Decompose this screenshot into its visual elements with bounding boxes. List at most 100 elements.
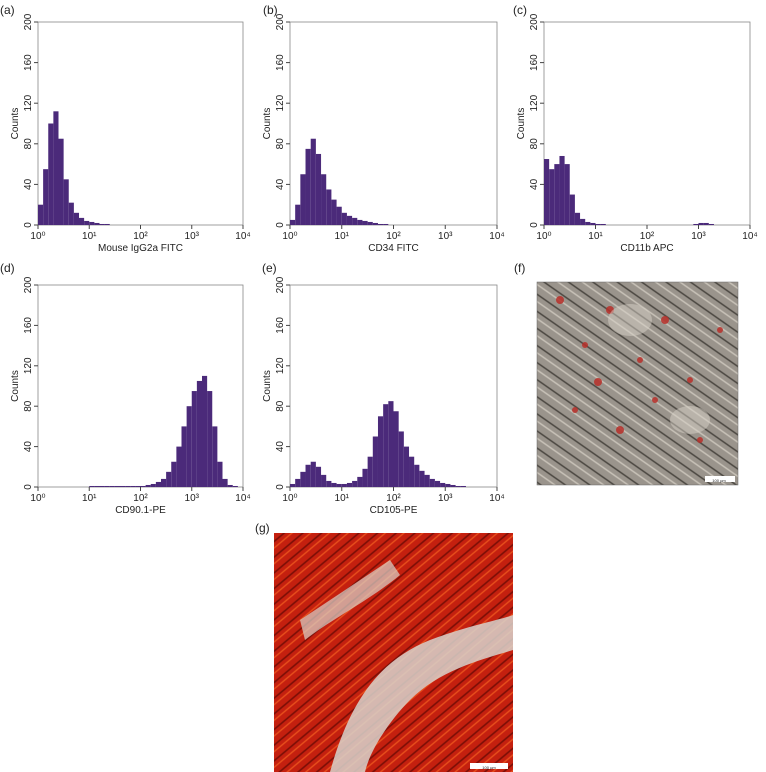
- histogram-bar: [698, 222, 704, 225]
- histogram-bar: [305, 464, 311, 487]
- x-axis-label: CD105-PE: [370, 505, 418, 516]
- histogram-bar: [331, 199, 337, 225]
- histogram-bar: [79, 217, 85, 225]
- y-tick-label: 0: [23, 222, 34, 228]
- histogram-bar: [140, 485, 146, 487]
- y-tick-label: 160: [23, 54, 34, 71]
- histogram-bar: [600, 223, 606, 225]
- histogram-bar: [544, 159, 550, 225]
- histogram-bar: [549, 169, 555, 225]
- histogram-bar: [708, 223, 714, 225]
- histogram-bar: [377, 416, 384, 487]
- panel-label: (c): [513, 3, 527, 17]
- histogram-bar: [357, 476, 363, 487]
- histogram-bar: [429, 478, 435, 487]
- panel-label: (b): [263, 3, 278, 17]
- x-tick-label: 10⁴: [235, 231, 250, 242]
- histogram-bar: [341, 212, 347, 225]
- x-tick-label: 10³: [185, 231, 200, 242]
- histogram-bar: [357, 219, 363, 225]
- histogram-bar: [196, 380, 203, 487]
- histogram-bar: [564, 164, 570, 225]
- histogram-bar: [383, 223, 389, 225]
- y-tick-label: 200: [275, 13, 286, 30]
- panel-label: (e): [262, 261, 277, 275]
- histogram-bar: [217, 461, 223, 487]
- scale-bar-label: 100 µm: [712, 478, 726, 483]
- histogram-bar: [125, 485, 131, 487]
- histogram-bar: [145, 484, 151, 487]
- histogram-bar: [341, 483, 347, 487]
- x-tick-label: 10²: [640, 231, 655, 242]
- histogram-bar: [595, 223, 601, 225]
- y-tick-label: 40: [23, 178, 34, 190]
- histogram-bar: [580, 218, 586, 225]
- histogram-bar: [135, 485, 141, 487]
- panel-label: (f): [514, 261, 525, 275]
- histogram-bar: [372, 222, 378, 225]
- y-tick-label: 120: [23, 357, 34, 374]
- x-axis-label: CD90.1-PE: [115, 505, 166, 516]
- histogram-bar: [310, 461, 316, 487]
- histogram-bar: [326, 480, 332, 487]
- histogram-bar: [161, 478, 167, 487]
- histogram-bar: [300, 471, 306, 487]
- x-tick-label: 10⁴: [489, 231, 504, 242]
- y-axis-label: Counts: [262, 108, 273, 140]
- histogram-bar: [119, 485, 126, 487]
- y-tick-label: 0: [275, 222, 286, 228]
- histogram-bar: [321, 474, 327, 487]
- histogram-bar: [403, 446, 410, 487]
- histogram-bar: [362, 220, 368, 225]
- histogram-bar: [290, 219, 296, 225]
- histogram-bar: [362, 468, 368, 487]
- y-tick-label: 80: [275, 138, 286, 150]
- histogram-bar: [53, 111, 59, 225]
- x-tick-label: 10⁰: [30, 231, 45, 242]
- x-tick-label: 10⁴: [489, 493, 504, 504]
- image-f: [536, 281, 739, 486]
- y-tick-label: 0: [275, 484, 286, 490]
- histogram-bar: [315, 466, 322, 487]
- histogram-bar: [419, 470, 425, 487]
- x-tick-label: 10³: [438, 231, 453, 242]
- panel-label: (d): [0, 261, 15, 275]
- histogram-bar: [315, 153, 322, 225]
- histogram-bar: [367, 221, 373, 225]
- histogram-bar: [68, 202, 74, 225]
- panel-label: (a): [0, 3, 15, 17]
- histogram-bar: [295, 478, 301, 487]
- x-axis-label: CD11b APC: [620, 243, 673, 254]
- histogram-bar: [94, 222, 100, 225]
- histogram-bar: [104, 485, 110, 487]
- y-tick-label: 80: [529, 138, 540, 150]
- y-tick-label: 0: [23, 484, 34, 490]
- histogram-bar: [171, 461, 177, 487]
- histogram-bar: [377, 223, 384, 225]
- histogram-bar: [326, 189, 332, 225]
- histogram-bar: [94, 485, 100, 487]
- histogram-bar: [336, 206, 342, 225]
- histogram-bar: [559, 155, 565, 225]
- x-tick-label: 10⁰: [282, 231, 297, 242]
- y-tick-label: 40: [529, 178, 540, 190]
- histogram-bar: [150, 483, 156, 487]
- histogram-bar: [331, 482, 337, 487]
- y-tick-label: 120: [23, 94, 34, 111]
- histogram-bar: [232, 485, 238, 487]
- histogram-bar: [346, 482, 353, 487]
- scale-bar-label: 100 µm: [482, 765, 496, 770]
- plot-frame: [37, 21, 244, 226]
- histogram-bar: [321, 174, 327, 225]
- histogram-bar: [73, 212, 80, 225]
- histogram-bar: [409, 456, 415, 487]
- x-tick-label: 10²: [386, 231, 401, 242]
- histogram-bar: [181, 426, 187, 487]
- histogram-bar: [84, 220, 90, 225]
- y-axis-label: Counts: [10, 370, 21, 402]
- histogram-bar: [166, 471, 172, 487]
- histogram-bar: [109, 485, 115, 487]
- x-tick-label: 10⁴: [235, 493, 250, 504]
- panel-label: (g): [255, 521, 270, 535]
